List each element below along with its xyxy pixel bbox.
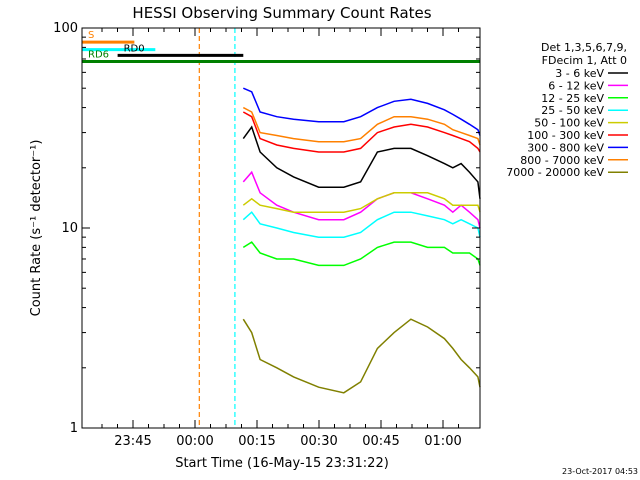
x-tick-label-5: 01:00 xyxy=(424,434,461,449)
flag-label-2: RD0 xyxy=(124,43,145,54)
legend-label-8: 7000 - 20000 keV xyxy=(506,166,604,179)
legend-label-2: 12 - 25 keV xyxy=(541,92,604,105)
y-axis-label: Count Rate (s⁻¹ detector⁻¹) xyxy=(29,140,44,317)
series-line-7 xyxy=(242,106,481,146)
x-tick-label-2: 00:15 xyxy=(238,434,275,449)
series-line-6 xyxy=(243,87,481,136)
series-line-8 xyxy=(242,318,481,394)
legend-label-4: 50 - 100 keV xyxy=(534,117,604,130)
plot-frame xyxy=(81,27,481,429)
y-tick-label-2: 100 xyxy=(53,21,78,36)
y-tick-label-1: 10 xyxy=(61,221,78,236)
legend-label-0: 3 - 6 keV xyxy=(555,67,604,80)
legend: Det 1,3,5,6,7,9,FDecim 1, Att 03 - 6 keV… xyxy=(506,41,628,179)
flag-label-3: RD6 xyxy=(88,49,109,60)
axes: 1 10 100 23:45 00:00 00:15 00:30 00:45 01:00 xyxy=(53,21,481,449)
legend-label-5: 100 - 300 keV xyxy=(527,129,604,142)
series-line-5 xyxy=(242,111,481,153)
legend-header-0: Det 1,3,5,6,7,9, xyxy=(541,41,627,54)
footer-timestamp: 23-Oct-2017 04:53 xyxy=(562,467,638,476)
series-line-3 xyxy=(242,211,481,238)
y-tick-label-0: 1 xyxy=(70,421,78,436)
legend-label-7: 800 - 7000 keV xyxy=(520,154,604,167)
x-tick-label-1: 00:00 xyxy=(176,434,213,449)
legend-label-1: 6 - 12 keV xyxy=(548,79,604,92)
x-axis-label: Start Time (16-May-15 23:31:22) xyxy=(175,456,389,471)
x-tick-label-4: 00:45 xyxy=(362,434,399,449)
x-tick-label-3: 00:30 xyxy=(300,434,337,449)
plot-area: S RD0 RD6 xyxy=(82,28,481,428)
legend-label-6: 300 - 800 keV xyxy=(527,141,604,154)
series-line-0 xyxy=(242,125,481,199)
legend-label-3: 25 - 50 keV xyxy=(541,104,604,117)
series-line-4 xyxy=(242,192,481,213)
series-line-2 xyxy=(242,241,481,267)
flag-label-0: S xyxy=(88,30,94,41)
chart-title: HESSI Observing Summary Count Rates xyxy=(132,4,431,22)
legend-header-1: FDecim 1, Att 0 xyxy=(542,54,627,67)
x-tick-label-0: 23:45 xyxy=(114,434,151,449)
